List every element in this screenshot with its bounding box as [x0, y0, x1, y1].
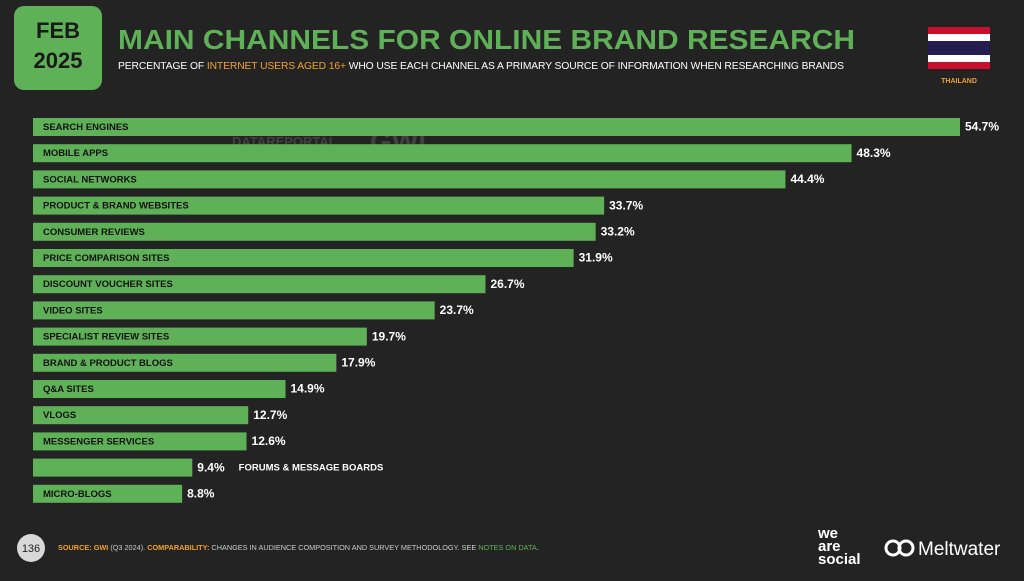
bar — [33, 458, 193, 477]
value-label: 8.8% — [187, 486, 215, 500]
bar — [33, 222, 596, 241]
logo-text: social — [818, 551, 861, 568]
category-label: VLOGS — [43, 410, 76, 421]
flag — [928, 27, 990, 69]
bar — [33, 301, 435, 320]
value-label: 31.9% — [579, 251, 613, 265]
value-label: 23.7% — [440, 303, 474, 317]
value-label: 44.4% — [790, 172, 824, 186]
category-label: FORUMS & MESSAGE BOARDS — [239, 463, 384, 474]
country-label: THAILAND — [941, 78, 977, 85]
logo-text: we — [817, 525, 838, 542]
category-label: MESSENGER SERVICES — [43, 436, 154, 447]
category-label: BRAND & PRODUCT BLOGS — [43, 358, 173, 369]
bar — [33, 484, 183, 503]
value-label: 17.9% — [341, 355, 375, 369]
value-label: 9.4% — [197, 460, 225, 474]
bar — [33, 144, 852, 163]
category-label: DISCOUNT VOUCHER SITES — [43, 279, 173, 290]
category-label: SOCIAL NETWORKS — [43, 174, 137, 185]
subtitle-text: WHO USE EACH CHANNEL AS A PRIMARY SOURCE… — [348, 61, 844, 72]
bar — [33, 118, 960, 136]
category-label: SEARCH ENGINES — [43, 122, 129, 133]
category-label: VIDEO SITES — [43, 305, 103, 316]
bar — [33, 196, 605, 215]
page-number: 136 — [22, 543, 40, 555]
comparability-label: COMPARABILITY: — [147, 543, 210, 552]
value-label: 19.7% — [372, 329, 406, 343]
bar — [33, 170, 786, 189]
bar — [33, 432, 247, 451]
value-label: 33.7% — [609, 198, 643, 212]
category-label: PRICE COMPARISON SITES — [43, 253, 170, 264]
date-badge — [14, 6, 102, 90]
notes-link[interactable]: NOTES ON DATA — [478, 543, 537, 552]
value-label: 26.7% — [490, 277, 524, 291]
badge-year: 2025 — [34, 48, 83, 73]
value-label: 12.7% — [253, 408, 287, 422]
bar — [33, 327, 367, 346]
source-label: SOURCE: — [58, 543, 92, 552]
logo-text: are — [818, 538, 841, 555]
value-label: 54.7% — [965, 120, 999, 134]
bar — [33, 380, 286, 398]
logo-text: Meltwater — [918, 539, 1001, 560]
source-period: (Q3 2024). — [110, 543, 146, 552]
category-label: MOBILE APPS — [43, 148, 108, 159]
value-label: 48.3% — [857, 146, 891, 160]
value-label: 33.2% — [601, 224, 635, 238]
meltwater-icon — [884, 539, 915, 557]
footer: SOURCE: GWI (Q3 2024). COMPARABILITY: CH… — [58, 543, 539, 552]
category-label: Q&A SITES — [43, 384, 94, 395]
value-label: 12.6% — [252, 434, 286, 448]
source: GWI — [93, 543, 109, 552]
bar — [33, 275, 486, 294]
page-badge — [17, 534, 45, 562]
bar — [33, 249, 574, 267]
bar — [33, 406, 249, 425]
footer-end: . — [536, 543, 539, 552]
chart-title: MAIN CHANNELS FOR ONLINE BRAND RESEARCH — [118, 24, 855, 55]
badge-month: FEB — [36, 18, 80, 43]
category-label: PRODUCT & BRAND WEBSITES — [43, 201, 189, 212]
category-label: CONSUMER REVIEWS — [43, 227, 145, 238]
category-label: MICRO-BLOGS — [43, 489, 112, 500]
category-label: SPECIALIST REVIEW SITES — [43, 332, 169, 343]
subtitle-highlight: INTERNET USERS AGED 16+ — [206, 61, 346, 72]
bar — [33, 353, 337, 372]
subtitle: PERCENTAGE OF INTERNET USERS AGED 16+ WH… — [118, 61, 878, 72]
bars: 54.7% SEARCH ENGINES 48.3% MOBILE APPS 44.4%… — [33, 118, 999, 503]
comparability: CHANGES IN AUDIENCE COMPOSITION AND SURV… — [211, 543, 477, 552]
value-label: 14.9% — [291, 382, 325, 396]
subtitle-text: PERCENTAGE OF — [118, 61, 205, 72]
